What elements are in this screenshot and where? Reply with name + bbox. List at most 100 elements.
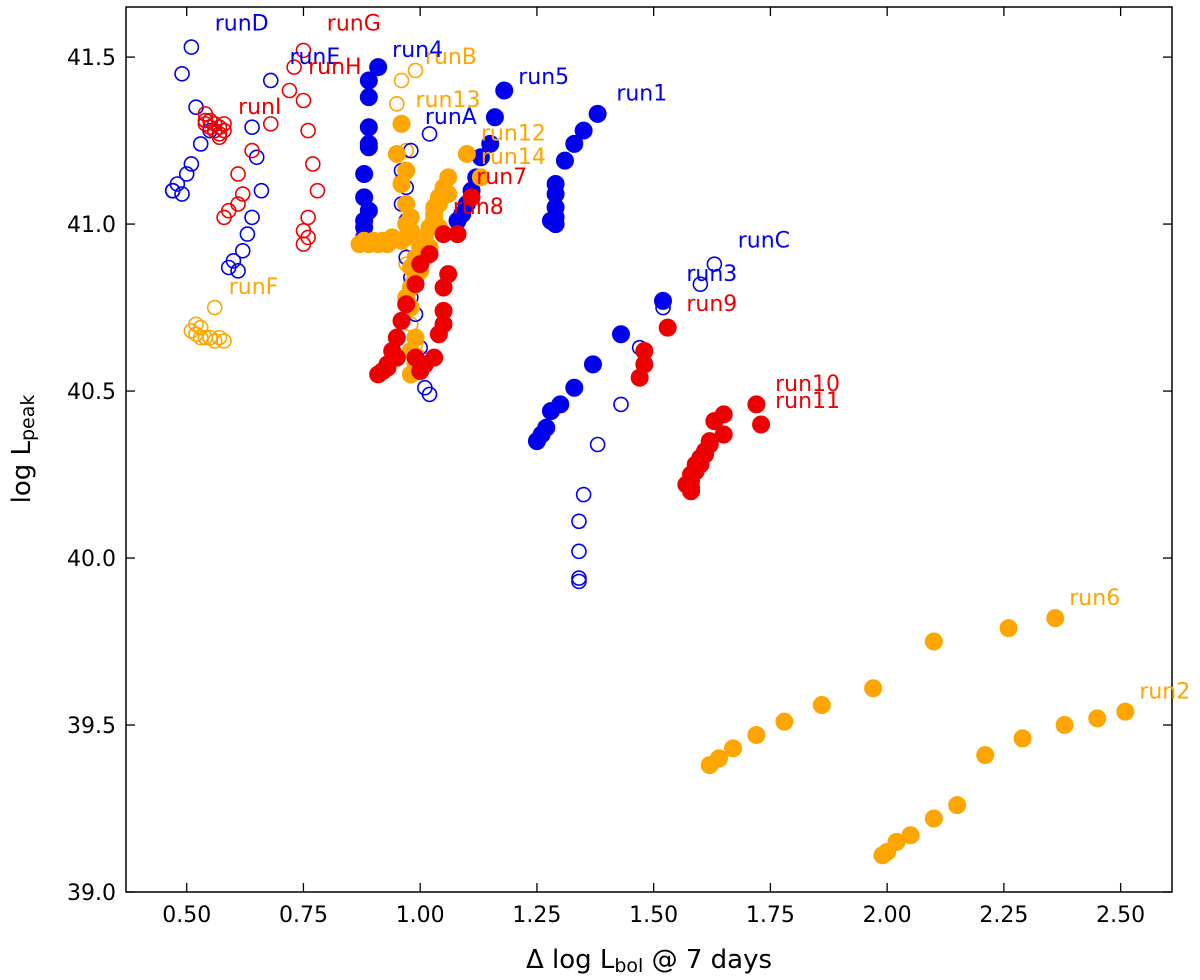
data-point [359,71,378,90]
data-point [864,679,883,698]
x-tick-label: 0.50 [162,903,211,928]
data-point [546,215,565,234]
data-point [239,226,256,242]
series-label-runI: runI [238,95,281,120]
data-point [406,348,425,367]
plot-frame [125,6,1173,893]
data-point [1116,702,1135,721]
data-point [174,65,190,82]
series-runI [197,106,232,146]
x-axis-title: Δ log Lbol @ 7 days [526,945,772,977]
series-label-run10: run10 [775,372,840,397]
data-points [164,39,1135,865]
data-point [1088,709,1107,728]
data-point [571,543,587,560]
series-run7 [406,188,481,381]
series-label-run8: run8 [453,195,504,220]
data-point [682,482,701,501]
data-point [471,168,490,187]
data-point [295,42,312,59]
data-point [355,164,374,183]
series-label-run1: run1 [616,82,667,107]
data-point [724,739,743,758]
data-point [589,436,606,453]
x-tick-label: 1.50 [629,903,678,928]
data-point [692,276,709,292]
series-label-run4: run4 [392,38,443,63]
data-point [304,156,321,172]
series-label-runF: runF [229,275,279,300]
x-tick-label: 1.00 [396,903,445,928]
series-label-runB: runB [425,45,477,70]
data-point [571,570,587,586]
series-label-runG: runG [327,11,381,36]
x-tick-label: 0.75 [279,903,328,928]
data-point [281,82,298,99]
x-tick-label: 2.00 [863,903,912,928]
data-point [211,119,228,136]
data-point [541,402,560,421]
x-tick-label: 2.50 [1096,903,1145,928]
series-run13 [350,114,420,254]
y-axis-title: log Lpeak [7,395,39,504]
y-tick-label: 39.0 [67,881,116,906]
data-point [747,395,766,414]
series-label-run12: run12 [481,122,546,147]
data-point [527,432,546,451]
series-labels: runD runE runG runH runI runF runB runA run4 run5… [215,11,1191,704]
series-label-run14: run14 [481,145,546,170]
series-runC [571,256,723,590]
data-point [583,355,602,374]
data-point [397,295,416,314]
series-label-runE: runE [289,45,340,70]
series-label-run13: run13 [416,88,481,113]
y-tick-label: 40.0 [67,547,116,572]
data-point [658,318,677,337]
series-label-runH: runH [308,55,361,80]
series-label-runD: runD [215,11,269,36]
series-run4 [355,58,388,247]
data-point [752,415,771,434]
data-point [485,108,504,127]
series-label-run5: run5 [518,65,569,90]
data-point [262,72,279,89]
data-point [355,211,374,230]
data-point [216,209,232,226]
data-point [244,209,260,226]
data-point [747,726,766,745]
data-point [393,72,410,89]
y-tick-label: 41.0 [67,213,116,238]
data-point [211,329,228,346]
data-point [234,242,251,259]
data-point [775,712,794,731]
series-run3 [527,291,673,451]
data-point [164,182,181,199]
series-run2 [873,702,1135,865]
data-point [999,619,1018,638]
series-run11 [677,415,771,501]
data-point [206,299,223,316]
y-tick-label: 41.5 [67,46,116,71]
data-point [434,225,453,244]
data-point [571,573,587,590]
data-point [244,142,260,159]
series-label-runC: runC [738,228,790,253]
data-point [574,121,593,140]
x-tick-label: 2.25 [979,903,1028,928]
data-point [183,156,200,172]
data-point [575,486,592,503]
data-point [389,96,405,112]
data-point [1046,609,1065,628]
data-point [387,144,406,163]
data-point [565,378,584,397]
data-point [714,425,733,444]
series-label-run11: run11 [775,389,840,414]
data-point [421,126,438,142]
data-point [924,632,943,651]
data-point [295,92,312,109]
series-run8 [369,225,453,384]
data-point [588,104,607,123]
data-point [924,809,943,828]
data-point [434,278,453,297]
